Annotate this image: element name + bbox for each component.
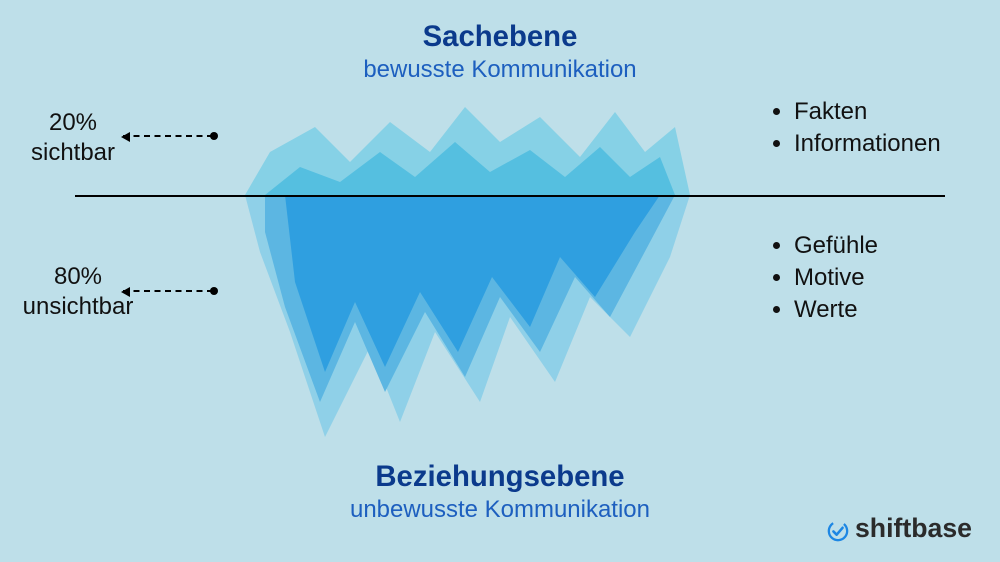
bullet-motive: Motive — [794, 264, 970, 292]
shiftbase-check-icon — [827, 518, 849, 540]
invisible-word: unsichtbar — [18, 292, 138, 322]
top-title-block: Sachebene bewusste Kommunikation — [0, 20, 1000, 84]
bottom-title: Beziehungsebene — [0, 460, 1000, 494]
invisible-percent: 80% — [18, 262, 138, 292]
arrow-invisible — [123, 290, 213, 292]
iceberg-illustration — [230, 82, 705, 442]
waterline — [75, 195, 945, 197]
visible-percent: 20% — [18, 108, 128, 138]
infographic-canvas: Sachebene bewusste Kommunikation Beziehu… — [0, 0, 1000, 562]
shiftbase-logo: shiftbase — [827, 513, 972, 544]
top-title: Sachebene — [0, 20, 1000, 54]
top-subtitle: bewusste Kommunikation — [0, 56, 1000, 84]
bullet-fakten: Fakten — [794, 98, 970, 126]
arrow-visible — [123, 135, 213, 137]
visible-word: sichtbar — [18, 138, 128, 168]
bullet-werte: Werte — [794, 296, 970, 324]
logo-text: shiftbase — [855, 513, 972, 544]
bullet-informationen: Informationen — [794, 130, 970, 158]
top-bullet-list: Fakten Informationen — [770, 98, 970, 162]
invisible-percent-label: 80% unsichtbar — [18, 262, 138, 322]
visible-percent-label: 20% sichtbar — [18, 108, 128, 168]
bottom-bullet-list: Gefühle Motive Werte — [770, 232, 970, 328]
bullet-gefuehle: Gefühle — [794, 232, 970, 260]
